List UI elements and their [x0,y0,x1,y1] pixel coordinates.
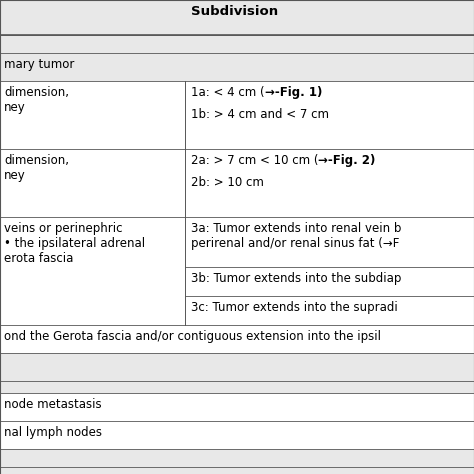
Text: 2a: > 7 cm < 10 cm (: 2a: > 7 cm < 10 cm ( [191,154,319,167]
Bar [0,0,474,35]
Bar [0,81,474,149]
Text: 1a: < 4 cm (: 1a: < 4 cm ( [191,86,264,99]
Text: dimension,
ney: dimension, ney [4,86,69,114]
Text: node metastasis: node metastasis [4,398,101,411]
Bar [0,449,474,467]
Bar [0,53,474,81]
Text: →­Fig. 1): →­Fig. 1) [264,86,322,99]
Text: →­Fig. 2): →­Fig. 2) [319,154,376,167]
Bar [0,149,474,217]
Text: 3c: Tumor extends into the supradi: 3c: Tumor extends into the supradi [191,301,398,314]
Bar [0,393,474,421]
Bar [0,35,474,53]
Bar [0,217,474,325]
Text: 3b: Tumor extends into the subdiap: 3b: Tumor extends into the subdiap [191,272,401,285]
Text: mary tumor: mary tumor [4,58,74,71]
Text: Subdivision: Subdivision [191,5,278,18]
Text: 2b: > 10 cm: 2b: > 10 cm [191,176,264,189]
Text: 3a: Tumor extends into renal vein b
perirenal and/or renal sinus fat (→F: 3a: Tumor extends into renal vein b peri… [191,222,401,250]
Text: dimension,
ney: dimension, ney [4,154,69,182]
Text: nal lymph nodes: nal lymph nodes [4,426,102,439]
Bar [0,467,474,474]
Text: veins or perinephric
• the ipsilateral adrenal
erota fascia: veins or perinephric • the ipsilateral a… [4,222,145,265]
Bar [0,421,474,449]
Bar [0,353,474,381]
Bar [0,325,474,353]
Text: ond the Gerota fascia and/or contiguous extension into the ipsil: ond the Gerota fascia and/or contiguous … [4,330,381,343]
Text: 1b: > 4 cm and < 7 cm: 1b: > 4 cm and < 7 cm [191,108,329,121]
Bar [0,381,474,393]
